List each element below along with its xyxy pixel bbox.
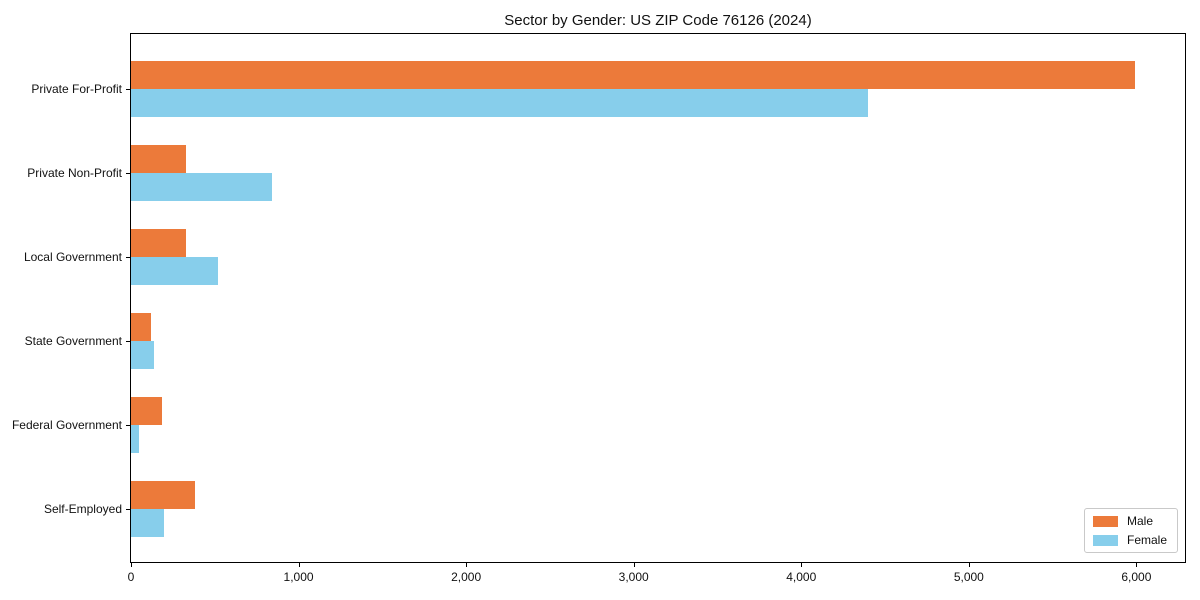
x-tick-label-1000: 1,000 [283, 570, 314, 584]
legend-item-male: Male [1092, 514, 1167, 528]
y-axis-label-local-government: Local Government [23, 250, 122, 264]
bar-male-private-for-profit [131, 61, 1135, 89]
y-tick-mark [126, 257, 130, 258]
bar-male-private-non-profit [131, 145, 187, 173]
y-tick-mark [126, 509, 130, 510]
chart-title: Sector by Gender: US ZIP Code 76126 (202… [504, 12, 812, 29]
x-tick-mark [1136, 563, 1138, 567]
x-tick-label-5000: 5,000 [953, 570, 984, 584]
x-tick-label-4000: 4,000 [786, 570, 817, 584]
bars-container [131, 34, 1185, 562]
x-tick-mark [633, 563, 635, 567]
bar-female-federal-government [131, 425, 139, 453]
x-tick-mark [131, 563, 132, 567]
y-axis-label-private-for-profit: Private For-Profit [31, 82, 122, 96]
x-tick-label-2000: 2,000 [451, 570, 482, 584]
x-tick-mark [298, 563, 300, 567]
y-axis-label-federal-government: Federal Government [11, 418, 122, 432]
legend-item-female: Female [1092, 533, 1167, 547]
y-tick-mark [126, 341, 130, 342]
legend-swatch-female-icon [1092, 534, 1118, 546]
x-tick-mark [968, 563, 970, 567]
y-axis-label-private-non-profit: Private Non-Profit [27, 166, 122, 180]
bar-male-state-government [131, 313, 152, 341]
y-axis-label-self-employed: Self-Employed [43, 502, 122, 516]
x-tick-label-3000: 3,000 [618, 570, 649, 584]
legend: Male Female [1083, 508, 1178, 553]
x-tick-mark [801, 563, 803, 567]
legend-label-female: Female [1126, 533, 1167, 547]
y-axis-label-state-government: State Government [24, 334, 122, 348]
legend-swatch-male-icon [1092, 515, 1118, 527]
y-tick-mark [126, 425, 130, 426]
x-tick-label-6000: 6,000 [1121, 570, 1152, 584]
x-tick-mark [466, 563, 468, 567]
x-tick-label-0: 0 [127, 570, 135, 584]
bar-female-private-non-profit [131, 173, 272, 201]
legend-label-male: Male [1126, 514, 1153, 528]
plot-area: Male Female [130, 33, 1186, 563]
bar-male-federal-government [131, 397, 162, 425]
bar-male-local-government [131, 229, 187, 257]
y-tick-mark [126, 173, 130, 174]
bar-female-self-employed [131, 509, 164, 537]
bar-female-state-government [131, 341, 154, 369]
bar-female-private-for-profit [131, 89, 869, 117]
y-tick-mark [126, 89, 130, 90]
bar-female-local-government [131, 257, 219, 285]
bar-male-self-employed [131, 481, 195, 509]
